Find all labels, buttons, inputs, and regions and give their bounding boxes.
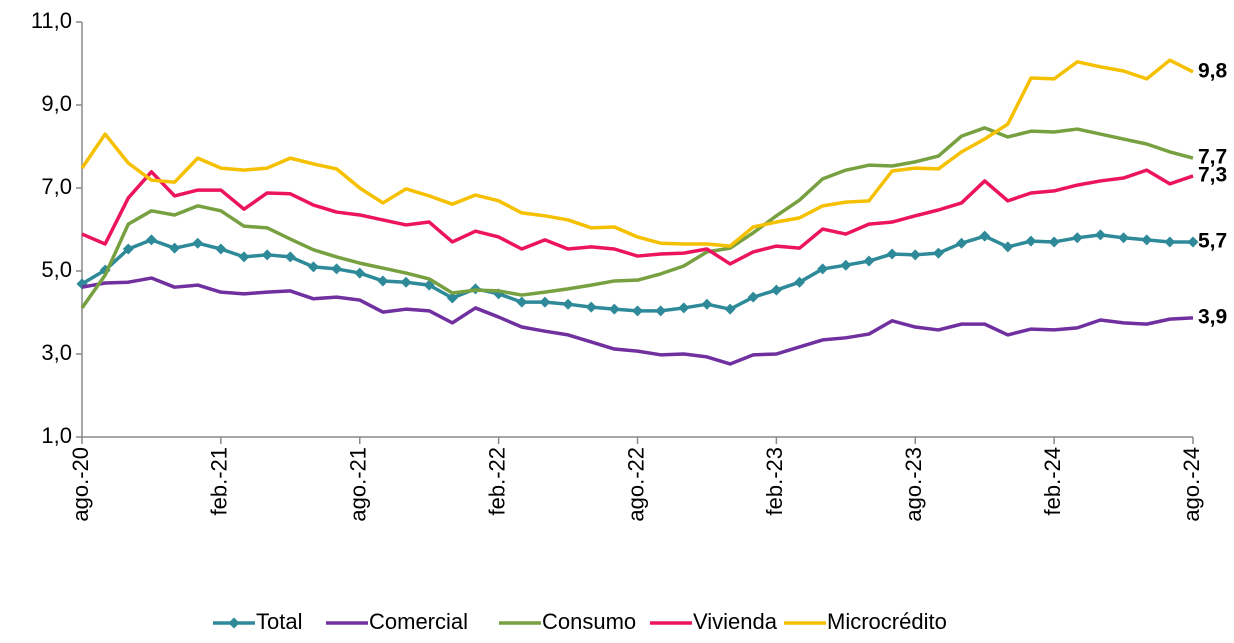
y-tick-label: 5,0	[41, 257, 72, 282]
legend-label: Vivienda	[693, 609, 778, 634]
point-marker	[585, 301, 597, 313]
x-tick-label: feb.-24	[1040, 447, 1065, 516]
point-marker	[215, 243, 227, 255]
point-marker	[909, 249, 921, 261]
point-marker	[261, 249, 273, 261]
point-marker	[979, 230, 991, 242]
point-marker	[956, 237, 968, 249]
point-marker	[446, 292, 458, 304]
point-marker	[840, 259, 852, 271]
point-marker	[794, 276, 806, 288]
data-label: 5,7	[1198, 229, 1227, 252]
point-marker	[1164, 236, 1176, 248]
point-marker	[238, 251, 250, 263]
series-line	[81, 168, 1194, 266]
point-marker	[516, 296, 528, 308]
point-marker	[747, 291, 759, 303]
y-tick-label: 7,0	[41, 174, 72, 199]
series-line	[80, 126, 1194, 309]
point-marker	[1048, 236, 1060, 248]
point-marker	[122, 243, 134, 255]
point-marker	[1187, 236, 1199, 248]
point-marker	[539, 296, 551, 308]
point-marker	[307, 261, 319, 273]
point-marker	[724, 303, 736, 315]
point-marker	[632, 305, 643, 317]
legend-label: Total	[256, 609, 302, 634]
point-marker	[701, 298, 713, 310]
point-marker	[608, 303, 620, 315]
point-marker	[331, 263, 343, 275]
series-line	[81, 276, 1194, 366]
point-marker	[770, 284, 782, 296]
data-label: 3,9	[1198, 305, 1227, 328]
series-line	[80, 58, 1194, 248]
point-marker	[678, 302, 690, 314]
series-line	[81, 233, 1193, 313]
y-tick-label: 11,0	[31, 8, 72, 33]
data-label: 7,7	[1198, 146, 1227, 169]
x-tick-label: feb.-22	[484, 447, 509, 516]
point-marker	[1025, 235, 1037, 247]
x-tick-label: ago.-20	[68, 447, 93, 522]
point-marker	[886, 248, 898, 260]
point-marker	[377, 275, 389, 287]
point-marker	[1094, 229, 1106, 241]
point-marker	[145, 234, 157, 246]
point-marker	[284, 251, 296, 263]
x-tick-label: feb.-23	[762, 447, 787, 516]
x-tick-label: ago.-21	[346, 447, 371, 522]
point-marker	[817, 263, 829, 275]
point-marker	[863, 255, 875, 267]
legend-marker	[228, 617, 240, 629]
point-marker	[1141, 234, 1153, 246]
x-tick-label: ago.-23	[901, 447, 926, 522]
data-label: 7,3	[1198, 164, 1227, 187]
x-tick-label: ago.-22	[623, 447, 648, 522]
point-marker	[400, 276, 412, 288]
legend-label: Microcrédito	[827, 609, 947, 634]
point-marker	[169, 242, 181, 254]
legend-label: Comercial	[369, 609, 468, 634]
y-tick-label: 1,0	[41, 423, 72, 448]
x-tick-label: ago.-24	[1179, 447, 1204, 522]
point-marker	[932, 247, 944, 259]
legend-label: Consumo	[542, 609, 636, 634]
point-marker	[1002, 241, 1014, 253]
point-marker	[562, 298, 574, 310]
point-marker	[192, 237, 204, 249]
y-tick-label: 3,0	[41, 340, 72, 365]
x-tick-label: feb.-21	[207, 447, 232, 516]
point-marker	[655, 305, 667, 317]
point-marker	[1118, 232, 1130, 244]
point-marker	[1071, 232, 1083, 244]
point-marker	[354, 267, 366, 279]
data-label: 9,8	[1198, 59, 1228, 82]
y-tick-label: 9,0	[41, 91, 72, 116]
